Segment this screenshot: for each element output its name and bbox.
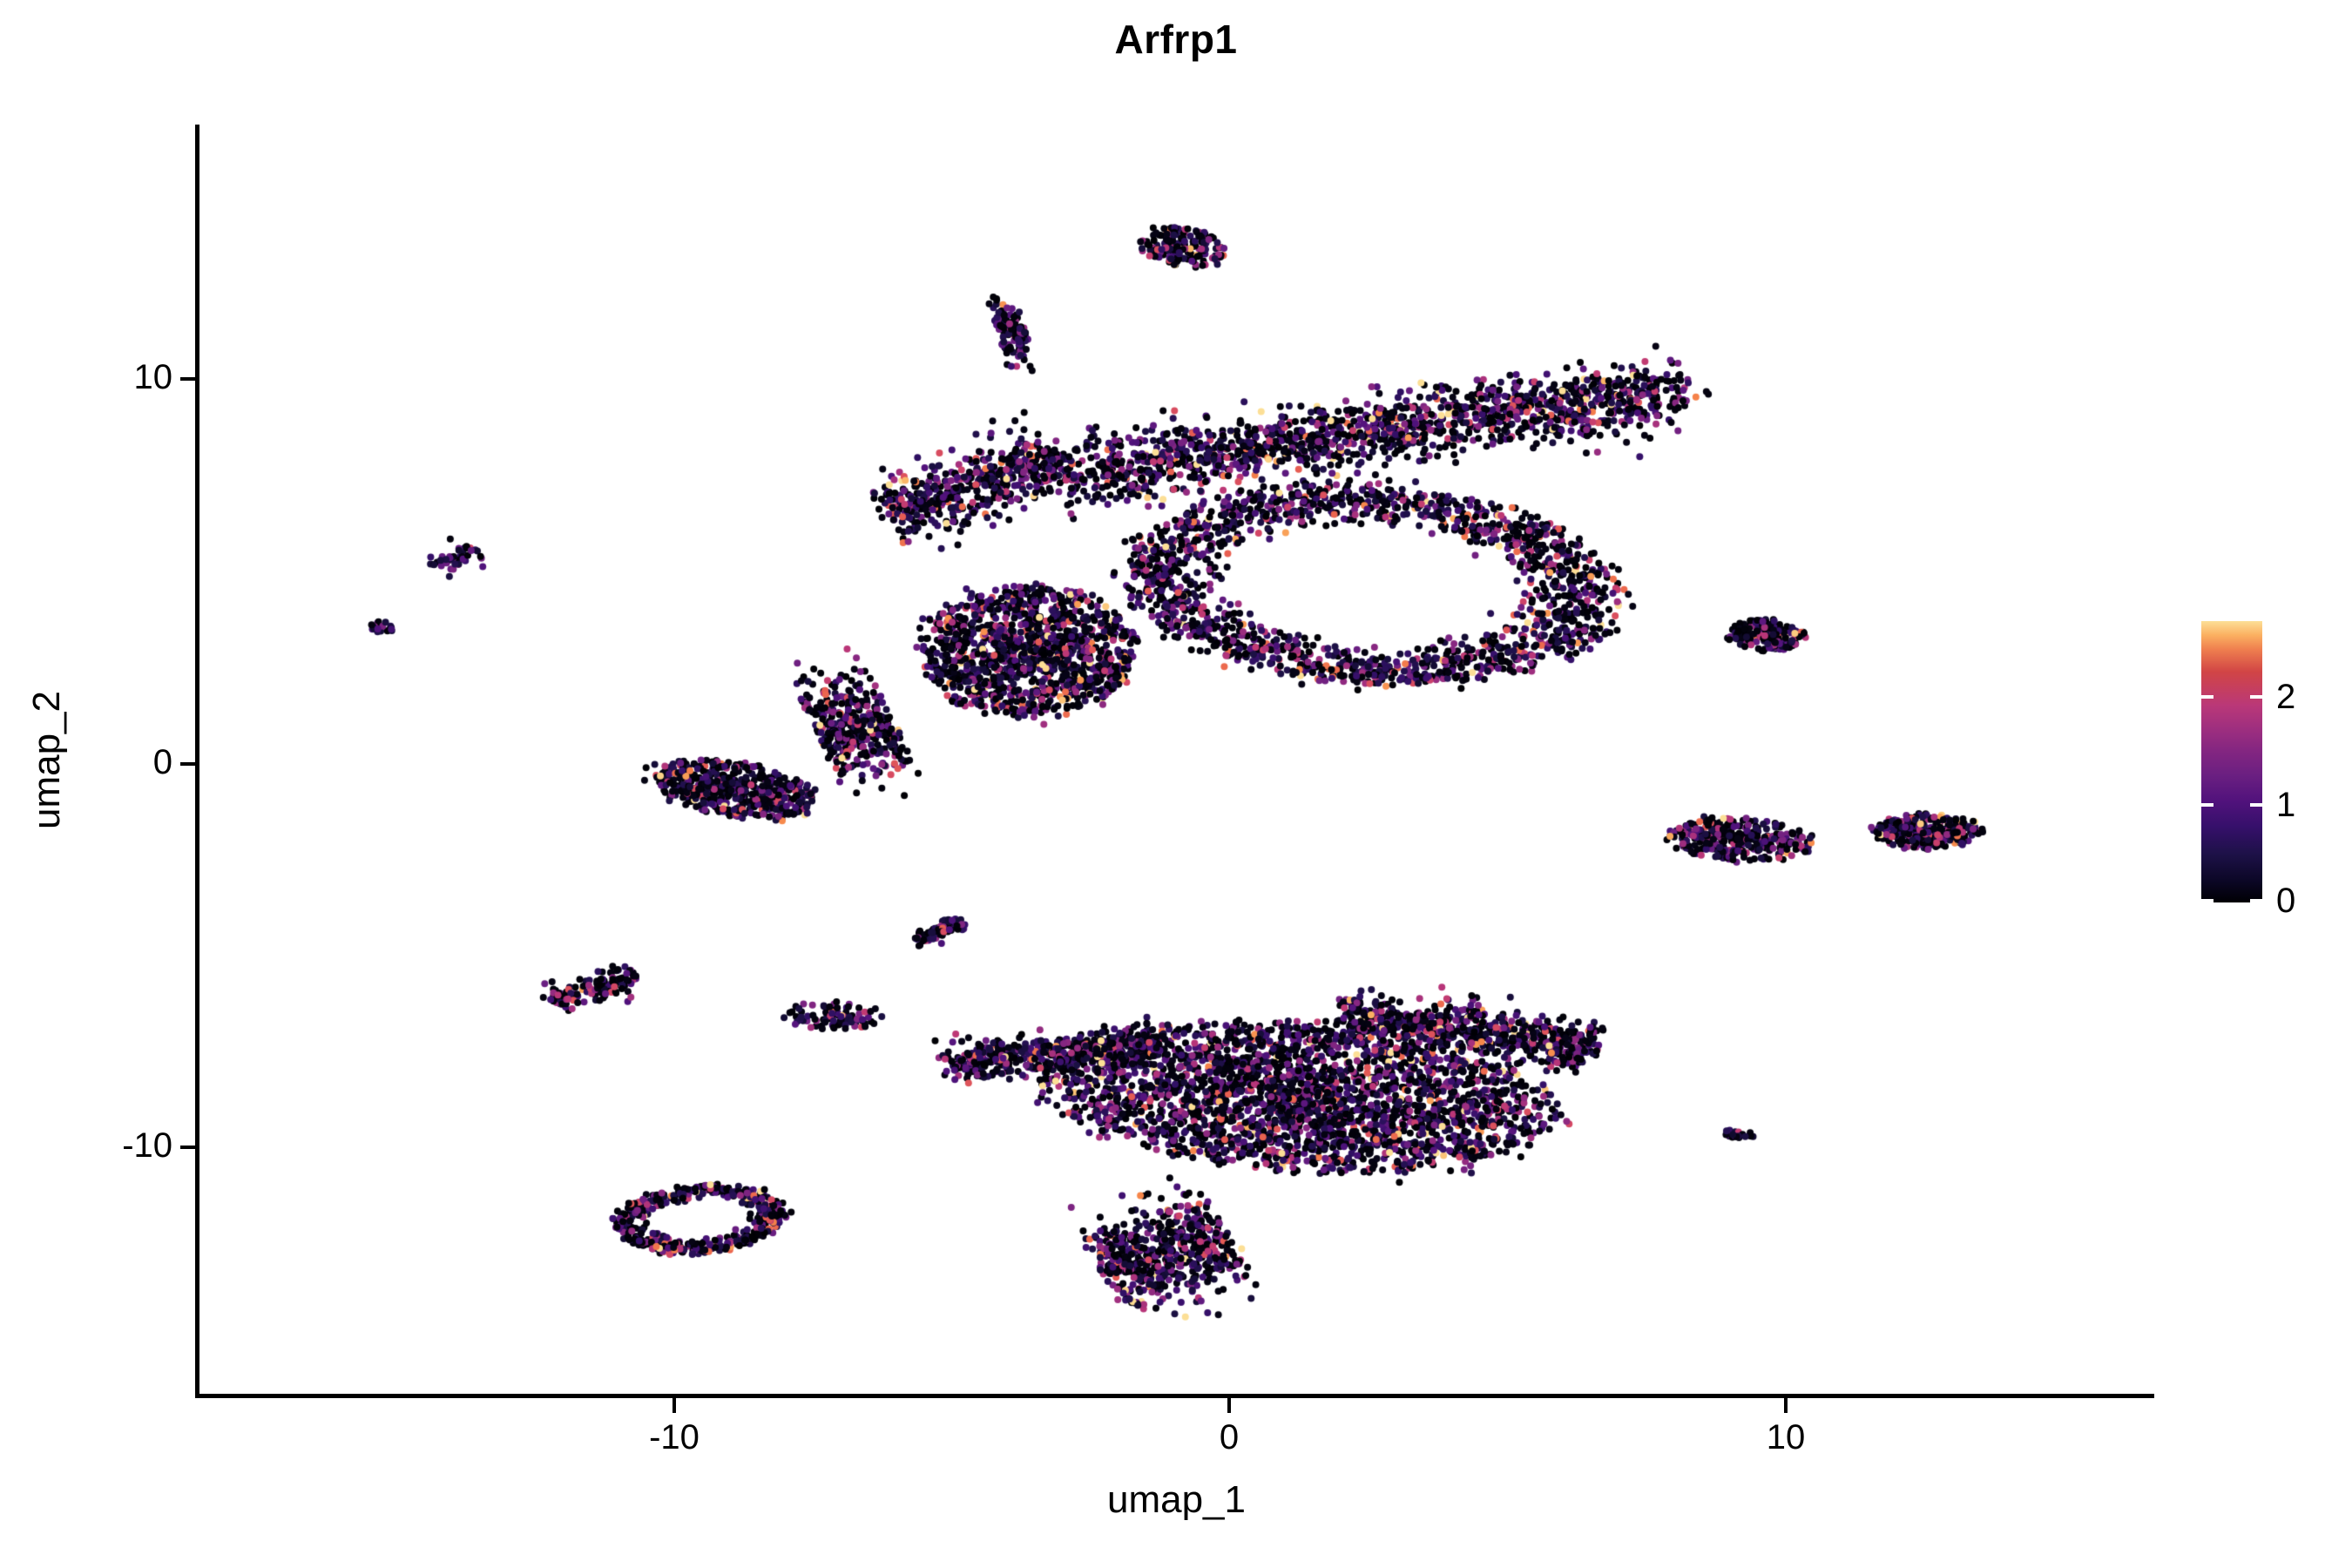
y-tick-label--10: -10 (122, 1126, 172, 1165)
y-tick-mark-10 (180, 377, 195, 381)
colorbar-tick-1-left (2201, 803, 2213, 807)
legend-label-1: 1 (2276, 786, 2296, 824)
x-axis-title: umap_1 (1106, 1478, 1246, 1521)
y-axis-line (195, 125, 199, 1398)
colorbar-tick-2-left (2201, 695, 2213, 699)
colorbar-tick-0-left (2201, 899, 2213, 902)
y-tick-label-10: 10 (133, 358, 173, 396)
y-tick-label-0: 0 (152, 743, 172, 781)
x-axis-line (195, 1394, 2154, 1398)
y-tick-mark-0 (180, 762, 195, 766)
x-tick-label--10: -10 (649, 1418, 700, 1456)
scatter-canvas[interactable] (199, 125, 2154, 1396)
colorbar-tick-1-right (2250, 803, 2262, 807)
y-axis-title: umap_2 (25, 691, 68, 830)
colorbar-tick-2-right (2250, 695, 2262, 699)
color-legend: 2 1 0 (2201, 621, 2295, 918)
x-tick-mark--10 (672, 1398, 676, 1413)
x-tick-mark-0 (1227, 1398, 1231, 1413)
scatter-plot-panel[interactable] (199, 125, 2154, 1396)
page-title: Arfrp1 (1114, 17, 1238, 62)
legend-label-2: 2 (2276, 678, 2296, 716)
colorbar-gradient (2201, 621, 2262, 902)
x-tick-mark-10 (1784, 1398, 1788, 1413)
x-tick-label-10: 10 (1766, 1418, 1806, 1456)
legend-label-0: 0 (2276, 882, 2296, 920)
y-tick-mark--10 (180, 1146, 195, 1149)
colorbar-tick-0-right (2250, 899, 2262, 902)
x-tick-label-0: 0 (1219, 1418, 1240, 1456)
